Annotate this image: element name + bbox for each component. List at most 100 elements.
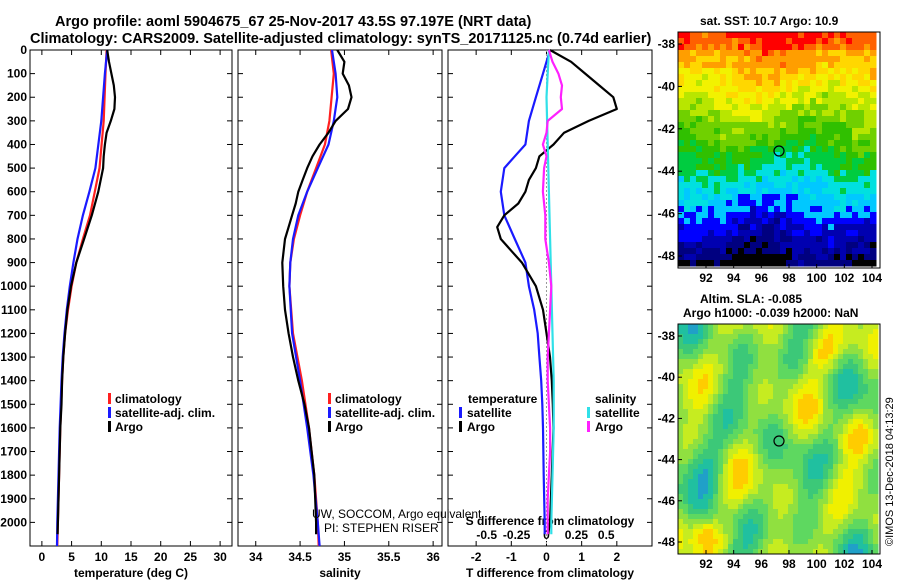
map-cell	[774, 200, 781, 207]
map-cell	[852, 110, 859, 117]
map-cell	[718, 449, 724, 455]
map-cell	[723, 394, 729, 400]
map-cell	[780, 122, 787, 129]
map-cell	[808, 524, 814, 530]
map-cell	[873, 414, 879, 420]
map-cell	[708, 409, 714, 415]
map-cell	[822, 230, 829, 237]
map-cell	[818, 499, 824, 505]
map-cell	[778, 324, 784, 330]
map-cell	[726, 104, 733, 111]
map-cell	[690, 80, 697, 87]
map-cell	[813, 494, 819, 500]
map-cell	[756, 224, 763, 231]
map-cell	[696, 128, 703, 135]
map-cell	[852, 218, 859, 225]
map-cell	[848, 524, 854, 530]
map-cell	[714, 80, 721, 87]
map-cell	[828, 529, 834, 535]
map-cell	[774, 206, 781, 213]
map-cell	[813, 534, 819, 540]
map-cell	[828, 212, 835, 219]
map-cell	[808, 369, 814, 375]
map-cell	[846, 110, 853, 117]
map-cell	[853, 419, 859, 425]
map-cell	[744, 236, 751, 243]
map-cell	[858, 68, 865, 75]
map-cell	[813, 434, 819, 440]
map-cell	[678, 439, 684, 445]
map-cell	[768, 479, 774, 485]
map-cell	[698, 324, 704, 330]
legend-s-argo-label: Argo	[595, 420, 623, 434]
map-cell	[713, 334, 719, 340]
map-cell	[743, 519, 749, 525]
map-cell	[793, 544, 799, 550]
map-cell	[768, 369, 774, 375]
map-cell	[803, 429, 809, 435]
map-cell	[813, 379, 819, 385]
map-cell	[818, 484, 824, 490]
map-cell	[693, 519, 699, 525]
map-cell	[678, 98, 685, 105]
map-cell	[763, 514, 769, 520]
map-cell	[744, 86, 751, 93]
map-cell	[838, 539, 844, 545]
map-cell	[828, 509, 834, 515]
map-cell	[848, 504, 854, 510]
map-cell	[753, 529, 759, 535]
map-cell	[813, 539, 819, 545]
map-cell	[834, 128, 841, 135]
map-cell	[788, 494, 794, 500]
map-cell	[778, 339, 784, 345]
map-cell	[713, 429, 719, 435]
map-cell	[773, 459, 779, 465]
map-cell	[720, 158, 727, 165]
map-cell	[708, 176, 715, 183]
map-cell	[840, 110, 847, 117]
map-cell	[763, 439, 769, 445]
map-cell	[738, 544, 744, 550]
map-cell	[683, 364, 689, 370]
map-cell	[780, 50, 787, 57]
map-cell	[786, 224, 793, 231]
map-cell	[683, 479, 689, 485]
map-cell	[723, 524, 729, 530]
map-lat-label: -42	[658, 411, 676, 425]
map-cell	[756, 146, 763, 153]
map-cell	[828, 374, 834, 380]
map-cell	[840, 218, 847, 225]
map-cell	[714, 158, 721, 165]
map-cell	[834, 116, 841, 123]
map-cell	[870, 110, 877, 117]
map-cell	[798, 394, 804, 400]
map-cell	[783, 494, 789, 500]
map-cell	[846, 92, 853, 99]
map-cell	[753, 434, 759, 440]
map-cell	[696, 140, 703, 147]
map-cell	[863, 454, 869, 460]
map-cell	[793, 374, 799, 380]
map-cell	[763, 354, 769, 360]
map-cell	[840, 80, 847, 87]
map-cell	[780, 188, 787, 195]
map-cell	[870, 104, 877, 111]
map-cell	[720, 62, 727, 69]
map-cell	[708, 339, 714, 345]
map-cell	[823, 354, 829, 360]
map-cell	[756, 212, 763, 219]
map-cell	[798, 454, 804, 460]
map-cell	[768, 364, 774, 370]
map-cell	[718, 434, 724, 440]
map-cell	[786, 128, 793, 135]
map-cell	[858, 539, 864, 545]
map-cell	[718, 324, 724, 330]
map-cell	[870, 194, 877, 201]
map-cell	[718, 364, 724, 370]
map-cell	[748, 339, 754, 345]
map-cell	[720, 92, 727, 99]
map-lat-label: -48	[658, 535, 676, 549]
map-cell	[684, 254, 691, 261]
map-cell	[778, 539, 784, 545]
map-cell	[840, 260, 847, 267]
